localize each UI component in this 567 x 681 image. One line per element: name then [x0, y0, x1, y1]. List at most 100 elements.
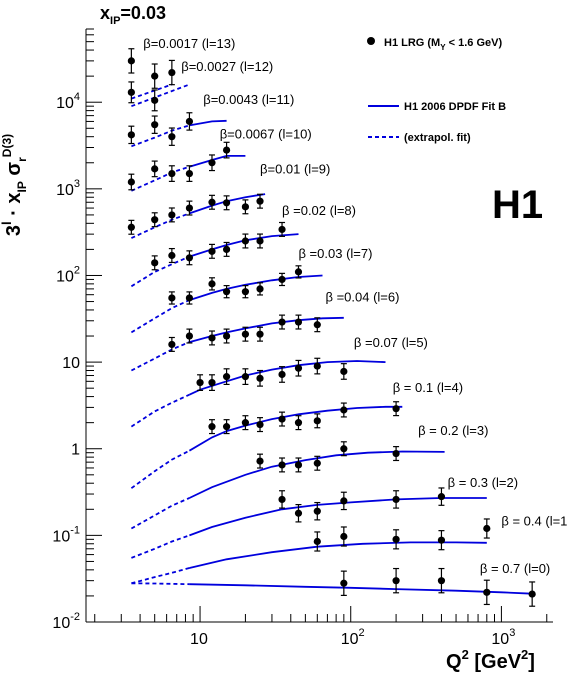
data-point	[340, 579, 348, 587]
legend-marker-data	[367, 37, 375, 45]
data-point	[168, 68, 176, 77]
data-point	[127, 88, 135, 96]
fit-curve-12	[189, 541, 487, 569]
y-tick-label: 10-1	[52, 524, 80, 545]
data-point	[340, 497, 348, 505]
series-label-11: β = 0.3 (l=2)	[448, 475, 518, 490]
series-label-0: β=0.0017 (l=13)	[143, 36, 235, 51]
series-label-5: β =0.02 (l=8)	[282, 203, 356, 218]
legend: H1 LRG (MY < 1.6 GeV) H1 2006 DPDF Fit B…	[367, 37, 506, 144]
legend-label-fit: H1 2006 DPDF Fit B	[404, 101, 506, 113]
chart-title-subscript: IP	[110, 15, 120, 27]
data-point	[392, 495, 400, 504]
data-point	[168, 294, 176, 302]
data-point	[151, 121, 159, 129]
series-labels: β=0.0017 (l=13) β=0.0027 (l=12) β=0.0043 (…	[143, 36, 567, 576]
data-point	[151, 165, 159, 173]
data-point	[278, 275, 286, 284]
data-point	[313, 507, 321, 515]
data-point	[437, 536, 446, 544]
x-axis-label: Q2 [GeV2]	[446, 647, 535, 673]
y-tick-label: 10-2	[52, 611, 80, 632]
data-point	[528, 590, 536, 598]
data-point	[168, 251, 176, 260]
series-label-2: β=0.0043 (l=11)	[203, 92, 294, 107]
data-point	[168, 169, 176, 178]
data-point	[127, 131, 135, 139]
fit-extrapolated-5	[130, 255, 190, 288]
data-point	[127, 57, 135, 65]
series-label-7: β =0.04 (l=6)	[325, 290, 399, 305]
data-point	[392, 449, 400, 458]
fit-curve-13	[189, 583, 533, 595]
data-point	[256, 457, 264, 465]
axes: 10 102 103 10-2 10-1 1 10 102 103 104	[52, 28, 553, 648]
series-label-10: β = 0.2 (l=3)	[418, 423, 488, 438]
data-point	[278, 318, 286, 326]
data-point	[437, 577, 446, 585]
fit-extrapolated-2	[131, 124, 190, 148]
fit-extrapolated-0	[131, 83, 173, 100]
chart-title: xIP=0.03	[100, 3, 166, 27]
data-point	[392, 535, 400, 543]
data-point	[151, 96, 159, 104]
data-point	[313, 459, 321, 467]
fit-curve-9	[188, 405, 403, 452]
data-point	[222, 146, 231, 154]
fit-extrapolated-4	[131, 212, 190, 239]
data-point	[185, 169, 194, 178]
fit-curve-3	[189, 155, 246, 168]
data-point	[208, 280, 216, 288]
y-tick-label: 104	[56, 91, 80, 112]
data-point	[127, 223, 135, 231]
fit-curve-8	[189, 360, 386, 396]
y-tick-label: 1	[71, 442, 80, 459]
data-point	[278, 370, 286, 379]
x-tick-label: 103	[491, 627, 515, 648]
y-tick-label: 10	[62, 355, 80, 372]
series-label-1: β=0.0027 (l=12)	[181, 59, 273, 74]
data-point	[185, 294, 194, 302]
data-point	[313, 362, 321, 370]
data-point	[222, 245, 231, 253]
data-point	[241, 330, 250, 338]
data-point	[151, 72, 159, 80]
data-point	[168, 211, 176, 219]
x-tick-label: 102	[341, 627, 365, 648]
data-point	[483, 524, 491, 533]
fit-extrapolated-1	[131, 83, 190, 108]
fit-curve-10	[189, 450, 445, 499]
data-point	[340, 532, 348, 541]
fit-curve-2	[189, 119, 227, 127]
y-tick-label: 102	[56, 264, 80, 285]
data-point	[313, 417, 321, 425]
data-point	[278, 461, 286, 469]
data-point	[294, 509, 303, 517]
legend-label-extrapol: (extrapol. fit)	[404, 132, 471, 144]
data-point	[340, 406, 348, 414]
fit-curves	[130, 83, 533, 595]
data-point	[294, 461, 303, 469]
legend-label-data: H1 LRG (MY < 1.6 GeV)	[384, 37, 502, 52]
fit-extrapolated-11	[131, 534, 190, 559]
series-label-3: β=0.0067 (l=10)	[220, 127, 312, 142]
data-point	[151, 259, 159, 267]
data-point	[196, 379, 204, 387]
data-point	[256, 374, 264, 382]
data-point	[208, 334, 216, 342]
series-label-13: β = 0.7 (l=0)	[480, 561, 550, 576]
experiment-label: H1	[492, 183, 543, 227]
fit-extrapolated-6	[130, 299, 190, 334]
data-point	[241, 203, 250, 211]
series-label-8: β =0.07 (l=5)	[354, 335, 428, 350]
data-point	[340, 445, 348, 453]
series-label-6: β =0.03 (l=7)	[298, 246, 372, 261]
data-point	[340, 367, 348, 376]
data-point	[241, 237, 250, 245]
data-point	[222, 423, 231, 431]
data-point	[256, 420, 264, 429]
data-point	[313, 321, 321, 329]
data-point	[151, 216, 159, 224]
data-point	[437, 493, 446, 501]
